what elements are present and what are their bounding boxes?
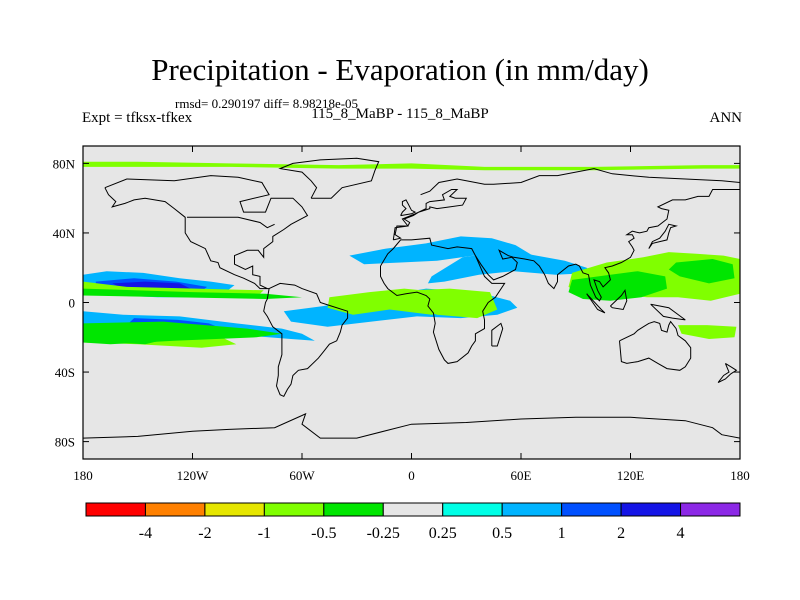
coastline (278, 157, 380, 199)
coastline (610, 289, 628, 311)
y-tick-label: 0 (69, 296, 76, 311)
contour-region (83, 288, 302, 299)
contour-region (349, 236, 536, 265)
y-tick-label: 40S (55, 365, 75, 380)
coastline (474, 189, 740, 302)
coastline-layer (83, 157, 740, 439)
x-tick-label: 60W (289, 468, 315, 483)
x-tick-label: 60E (511, 468, 532, 483)
coastline (104, 175, 309, 290)
coastline (83, 412, 740, 439)
chart-subtitle: rmsd= 0.290197 diff= 8.98218e-05 (175, 96, 359, 111)
colorbar-label: -2 (198, 525, 211, 542)
colorbar-label: -0.5 (311, 525, 336, 542)
colorbar-swatch (680, 502, 741, 517)
colorbar-swatch (561, 502, 622, 517)
coastline (187, 216, 275, 229)
axis-layer: 180 120W 60W 0 60E 120E 180 80N 40N 0 40S 80S (53, 146, 750, 483)
coastline (491, 322, 504, 347)
coastline (717, 362, 738, 383)
x-tick-label: 120E (617, 468, 645, 483)
colorbar-label: 0.5 (492, 525, 512, 542)
colorbar: -4 -2 -1 -0.5 -0.25 0.25 0.5 1 2 4 (85, 502, 741, 542)
y-tick-label: 80S (55, 435, 75, 450)
colorbar-swatch (85, 502, 146, 517)
x-tick-label: 180 (73, 468, 93, 483)
contour-region (90, 330, 160, 345)
y-tick-label: 80N (53, 156, 76, 171)
coastline (650, 303, 686, 321)
contour-region (83, 161, 740, 171)
colorbar-swatch (323, 502, 384, 517)
coastline (263, 282, 349, 398)
contour-region (568, 271, 667, 301)
colorbar-swatch (620, 502, 682, 517)
colorbar-swatch (263, 502, 325, 517)
colorbar-swatch (382, 502, 444, 517)
y-tick-label: 40N (53, 226, 76, 241)
x-tick-label: 0 (408, 468, 415, 483)
coastline (392, 189, 468, 241)
coastline (586, 293, 606, 314)
colorbar-swatch (144, 502, 206, 517)
colorbar-swatch (204, 502, 265, 517)
colorbar-swatch (442, 502, 503, 517)
coastline (400, 199, 417, 217)
colorbar-label: 2 (617, 525, 625, 542)
map-layer (83, 146, 740, 459)
colorbar-swatch (501, 502, 563, 517)
chart-title: Precipitation - Evaporation (in mm/day) (151, 52, 649, 87)
contour-region (668, 259, 735, 284)
experiment-label: Expt = tfksx-tfkex (82, 110, 193, 126)
coastline (380, 237, 506, 364)
x-tick-label: 180 (730, 468, 750, 483)
colorbar-label: 0.25 (429, 525, 457, 542)
comparison-label: 115_8_MaBP - 115_8_MaBP (311, 106, 489, 122)
coastline (648, 223, 679, 249)
contour-region (678, 325, 737, 339)
colorbar-label: 1 (558, 525, 566, 542)
contour-region (427, 252, 593, 284)
coastline (420, 168, 740, 196)
coastline (619, 320, 692, 371)
colorbar-label: -4 (139, 525, 152, 542)
colorbar-label: 4 (677, 525, 685, 542)
x-tick-label: 120W (177, 468, 210, 483)
colorbar-label: -1 (258, 525, 271, 542)
season-label: ANN (709, 110, 743, 126)
contour-region (413, 288, 498, 319)
colorbar-label: -0.25 (367, 525, 400, 542)
